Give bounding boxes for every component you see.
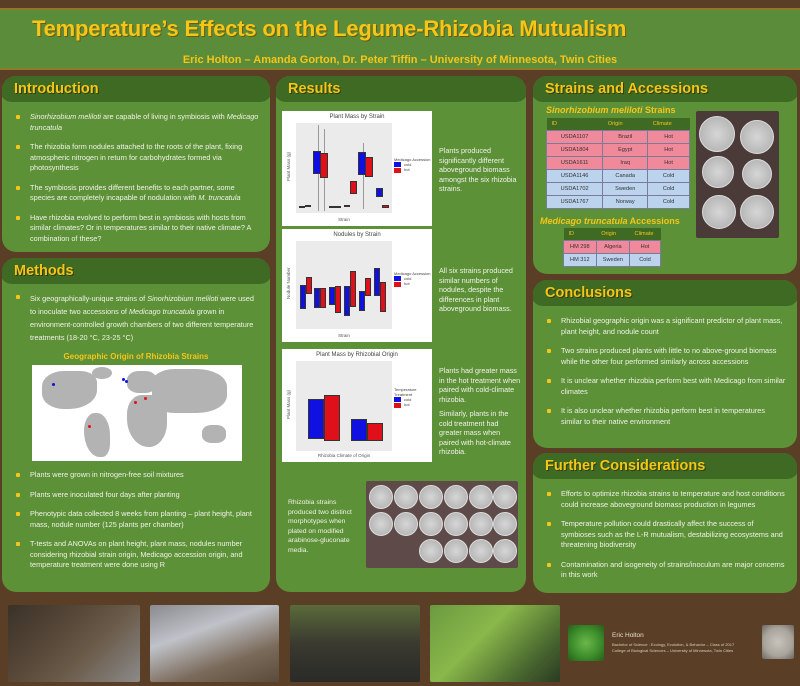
map-point-egypt: [134, 401, 137, 404]
petri-plates-photo: [366, 481, 518, 568]
result-text-3: Plants had greater mass in the hot treat…: [439, 366, 521, 404]
table-row: HM 298 Algeria Hot: [563, 240, 661, 254]
results-panel: Results Plant Mass by Strain Plant Mass …: [276, 76, 526, 592]
table-row: USDA1146 Canada Cold: [545, 169, 690, 183]
list-item: Sinorhizobium meliloti are capable of li…: [16, 112, 260, 133]
south-america-shape: [84, 413, 110, 457]
methods-heading-bar: Methods: [2, 258, 270, 284]
list-item: Have rhizobia evolved to perform best in…: [16, 213, 260, 245]
north-america-shape: [42, 371, 97, 409]
chart-plant-mass-by-rhizobial-origin: Plant Mass by Rhizobial Origin Plant Mas…: [282, 349, 432, 462]
plot-area: [296, 123, 392, 213]
map-point-iraq: [144, 397, 147, 400]
map-point-brazil: [88, 425, 91, 428]
results-heading: Results: [288, 81, 341, 97]
growth-chamber-photo-2: [150, 605, 279, 682]
list-item: Temperature pollution could drastically …: [547, 519, 787, 551]
list-item: T-tests and ANOVAs on plant height, plan…: [16, 539, 260, 571]
greenland-shape: [92, 367, 112, 379]
table-row: USDA1702 Sweden Cold: [545, 182, 690, 196]
strains-heading: Strains and Accessions: [545, 81, 709, 97]
plates-photo: [696, 111, 779, 238]
poster-header: Temperature’s Effects on the Legume-Rhiz…: [0, 8, 800, 70]
list-item: Two strains produced plants with little …: [547, 346, 787, 367]
map-point-norway: [125, 380, 128, 383]
petri-dish-photo: [762, 625, 794, 659]
world-map: [32, 365, 242, 461]
chart-legend: Temperature Treatment cold hot: [394, 387, 417, 408]
author-photo: [568, 625, 604, 661]
chart-plant-mass-by-strain: Plant Mass by Strain Plant Mass (g) Stra…: [282, 111, 432, 226]
list-item: Phenotypic data collected 8 weeks from p…: [16, 509, 260, 530]
result-text-1: Plants produced significantly different …: [439, 146, 517, 193]
methods-list-1: Six geographically-unique strains of Sin…: [2, 284, 270, 344]
growth-chamber-photo-4: [430, 605, 560, 682]
strains-panel: Strains and Accessions Sinorhizobium mel…: [533, 76, 797, 274]
plot-area: [296, 241, 392, 329]
strains-table: ID Origin Climate USDA1107 Brazil Hot USDA…: [545, 118, 690, 209]
conclusions-heading: Conclusions: [545, 285, 633, 301]
list-item: The symbiosis provides different benefit…: [16, 183, 260, 204]
introduction-panel: Introduction Sinorhizobium meliloti are …: [2, 76, 270, 252]
table-row: USDA1107 Brazil Hot: [545, 130, 690, 144]
map-point-sweden: [122, 378, 125, 381]
author-name: Eric Holton: [612, 632, 644, 639]
conclusions-panel: Conclusions Rhizobial geographic origin …: [533, 280, 797, 448]
growth-chamber-photo-3: [290, 605, 420, 682]
further-heading-bar: Further Considerations: [533, 453, 797, 479]
result-text-5: Rhizobia strains produced two distinct m…: [288, 499, 352, 554]
methods-panel: Methods Six geographically-unique strain…: [2, 258, 270, 592]
table-row: HM 312 Sweden Cold: [563, 253, 661, 267]
list-item: The rhizobia form nodules attached to th…: [16, 142, 260, 174]
poster-title: Temperature’s Effects on the Legume-Rhiz…: [32, 16, 627, 41]
chart-legend: Medicago Accession cold hot: [394, 157, 431, 173]
methods-list-2: Plants were grown in nitrogen-free soil …: [2, 470, 270, 580]
plot-area: [296, 361, 392, 451]
results-heading-bar: Results: [276, 76, 526, 102]
table-row: USDA1611 Iraq Hot: [545, 156, 690, 170]
result-text-2: All six strains produced similar numbers…: [439, 266, 513, 313]
sinorhizobium-subheading: Sinorhizobium meliloti Strains: [546, 105, 676, 115]
asia-shape: [152, 369, 227, 413]
methods-heading: Methods: [14, 263, 74, 279]
growth-chamber-photo-1: [8, 605, 140, 682]
conclusions-heading-bar: Conclusions: [533, 280, 797, 306]
list-item: Rhizobial geographic origin was a signif…: [547, 316, 787, 337]
table-row: USDA1767 Norway Cold: [545, 195, 690, 209]
chart-legend: Medicago Accession cold hot: [394, 271, 431, 287]
list-item: Efforts to optimize rhizobia strains to …: [547, 489, 787, 510]
introduction-heading: Introduction: [14, 81, 99, 97]
further-list: Efforts to optimize rhizobia strains to …: [533, 479, 797, 581]
list-item: Plants were inoculated four days after p…: [16, 490, 260, 501]
list-item: Six geographically-unique strains of Sin…: [16, 292, 260, 344]
australia-shape: [202, 425, 226, 443]
conclusions-list: Rhizobial geographic origin was a signif…: [533, 306, 797, 427]
list-item: Contamination and isogeneity of strains/…: [547, 560, 787, 581]
medicago-subheading: Medicago truncatula Accessions: [540, 216, 680, 226]
list-item: It is also unclear whether rhizobia perf…: [547, 406, 787, 427]
author-college: College of Biological Sciences – Univers…: [612, 648, 734, 653]
list-item: Plants were grown in nitrogen-free soil …: [16, 470, 260, 481]
europe-shape: [127, 371, 157, 393]
table-row: USDA1804 Egypt Hot: [545, 143, 690, 157]
poster-authors: Eric Holton – Amanda Gorton, Dr. Peter T…: [182, 54, 618, 66]
map-point-canada: [52, 383, 55, 386]
further-heading: Further Considerations: [545, 458, 706, 474]
introduction-heading-bar: Introduction: [2, 76, 270, 102]
result-text-4: Similarly, plants in the cold treatment …: [439, 409, 511, 456]
strains-heading-bar: Strains and Accessions: [533, 76, 797, 102]
list-item: It is unclear whether rhizobia perform b…: [547, 376, 787, 397]
author-degree: Bachelor of Science : Ecology, Evolution…: [612, 642, 735, 647]
map-title: Geographic Origin of Rhizobia Strains: [63, 352, 209, 361]
further-considerations-panel: Further Considerations Efforts to optimi…: [533, 453, 797, 593]
chart-nodules-by-strain: Nodules by Strain Nodule Number Strain M…: [282, 229, 432, 342]
introduction-list: Sinorhizobium meliloti are capable of li…: [2, 102, 270, 244]
accessions-table: ID Origin Climate HM 298 Algeria Hot HM 31…: [563, 228, 661, 267]
